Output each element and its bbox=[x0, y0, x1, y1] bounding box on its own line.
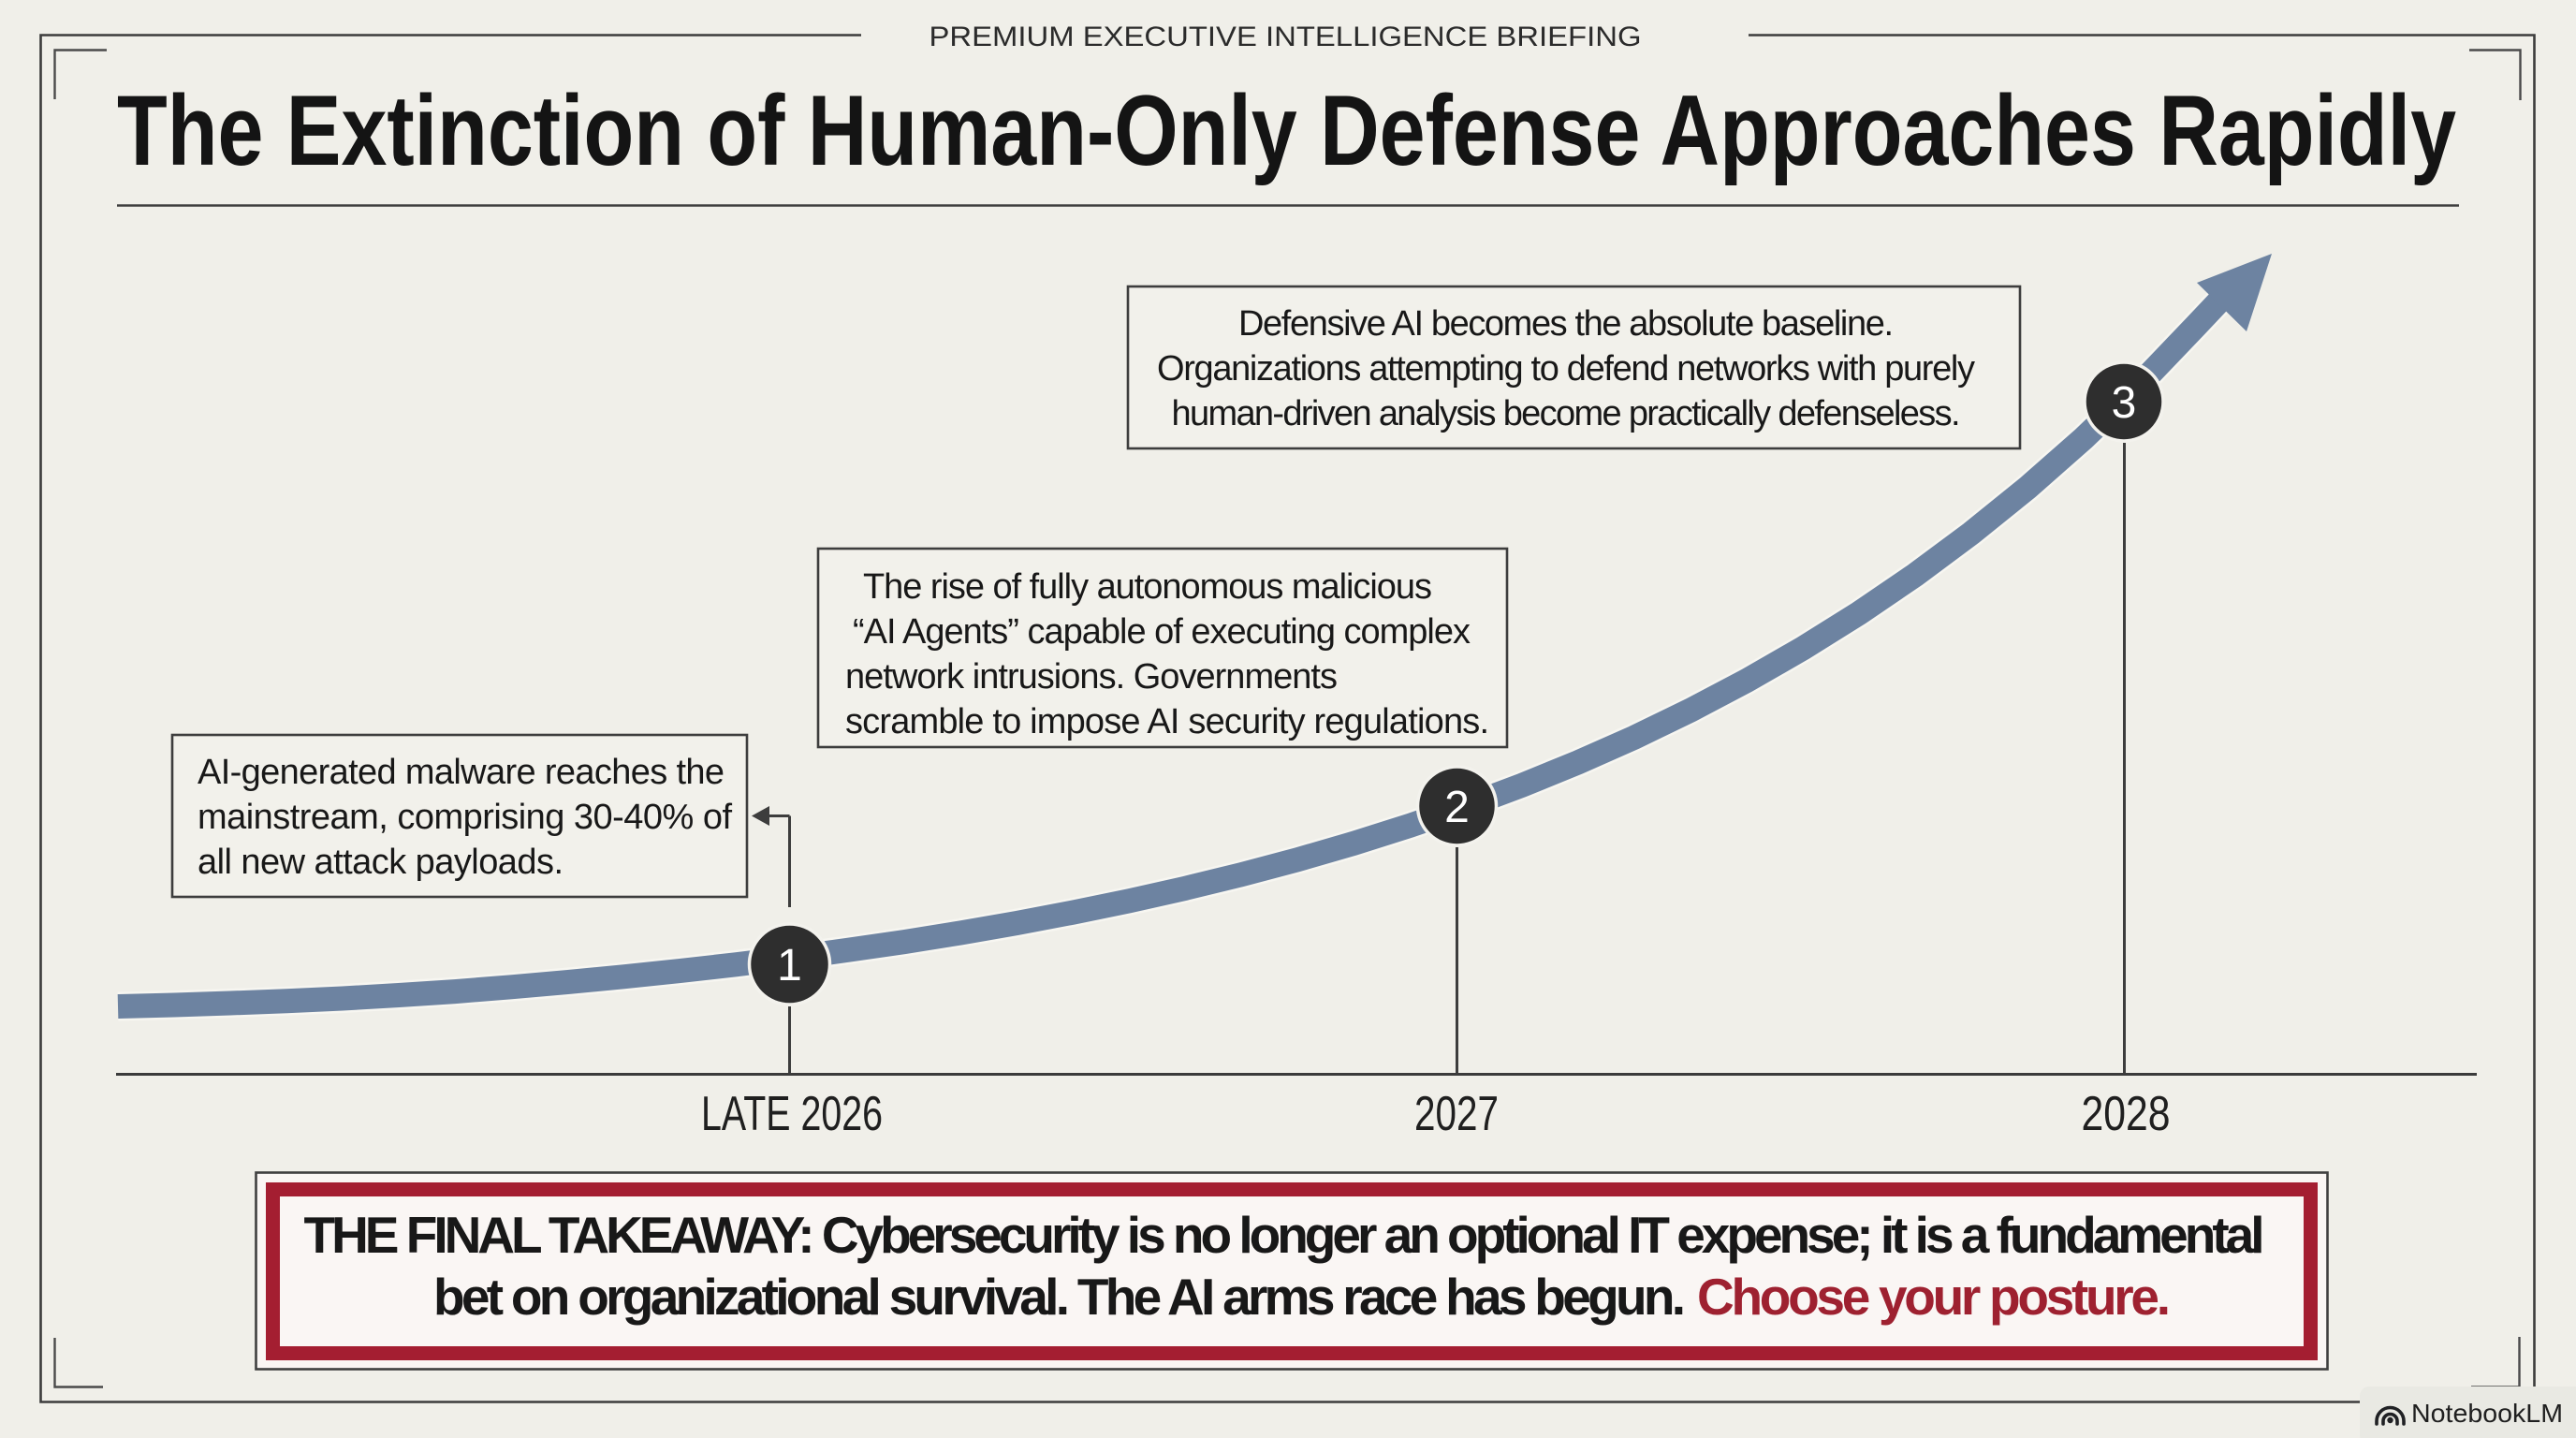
svg-text:The Extinction of Human-Only D: The Extinction of Human-Only Defense App… bbox=[117, 74, 2456, 186]
svg-text:2: 2 bbox=[1444, 783, 1470, 832]
svg-text:NotebookLM: NotebookLM bbox=[2411, 1399, 2563, 1428]
svg-text:Defensive AI becomes the absol: Defensive AI becomes the absolute baseli… bbox=[1238, 304, 1894, 344]
svg-text:THE FINAL TAKEAWAY: Cybersecur: THE FINAL TAKEAWAY: Cybersecurity is no … bbox=[304, 1206, 2265, 1264]
svg-text:network intrusions. Government: network intrusions. Governments bbox=[845, 657, 1338, 697]
svg-text:all new attack payloads.: all new attack payloads. bbox=[198, 843, 564, 882]
svg-text:The rise of fully autonomous m: The rise of fully autonomous malicious bbox=[863, 567, 1432, 607]
svg-text:scramble to impose AI security: scramble to impose AI security regulatio… bbox=[845, 702, 1489, 741]
svg-text:bet on organizational survival: bet on organizational survival. The AI a… bbox=[433, 1268, 1686, 1326]
svg-text:2027: 2027 bbox=[1414, 1087, 1499, 1141]
svg-text:“AI Agents” capable of executi: “AI Agents” capable of executing complex bbox=[853, 612, 1471, 652]
svg-text:AI-generated malware reaches t: AI-generated malware reaches the bbox=[198, 753, 724, 792]
svg-text:Organizations attempting to de: Organizations attempting to defend netwo… bbox=[1157, 349, 1975, 389]
svg-text:PREMIUM EXECUTIVE INTELLIGENCE: PREMIUM EXECUTIVE INTELLIGENCE BRIEFING bbox=[929, 22, 1642, 52]
svg-text:2028: 2028 bbox=[2082, 1087, 2171, 1141]
svg-text:1: 1 bbox=[777, 941, 802, 990]
svg-text:Choose your posture.: Choose your posture. bbox=[1697, 1268, 2171, 1326]
svg-text:human-driven analysis become p: human-driven analysis become practically… bbox=[1172, 394, 1961, 433]
svg-text:mainstream, comprising 30-40%: mainstream, comprising 30-40% of bbox=[198, 798, 732, 837]
svg-text:LATE 2026: LATE 2026 bbox=[701, 1087, 883, 1141]
svg-text:3: 3 bbox=[2112, 378, 2137, 428]
